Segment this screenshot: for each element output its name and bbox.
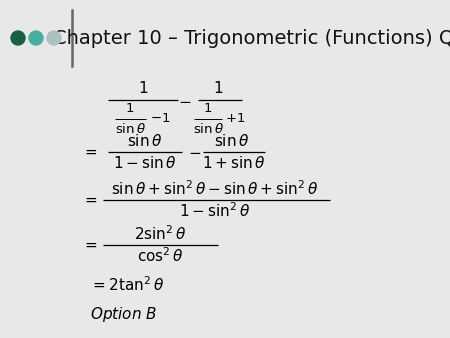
Text: $1-\sin^2\theta$: $1-\sin^2\theta$ (180, 202, 251, 220)
Text: $\sin\theta$: $\sin\theta$ (127, 133, 163, 149)
Circle shape (29, 31, 43, 45)
Text: $1-\sin\theta$: $1-\sin\theta$ (113, 155, 177, 171)
Text: $1$: $1$ (213, 80, 223, 96)
Text: $+1$: $+1$ (225, 113, 245, 125)
Text: $=$: $=$ (82, 193, 98, 207)
Text: $\sin\theta+\sin^2\theta-\sin\theta+\sin^2\theta$: $\sin\theta+\sin^2\theta-\sin\theta+\sin… (111, 180, 319, 198)
Text: $=2\tan^2\theta$: $=2\tan^2\theta$ (90, 276, 164, 294)
Text: $1$: $1$ (203, 102, 212, 116)
Text: $\cos^2\theta$: $\cos^2\theta$ (137, 247, 183, 265)
Text: $1+\sin\theta$: $1+\sin\theta$ (202, 155, 266, 171)
Circle shape (47, 31, 61, 45)
Text: $1$: $1$ (126, 102, 135, 116)
Text: $-$: $-$ (178, 94, 192, 108)
Text: $-$: $-$ (189, 145, 202, 159)
Circle shape (11, 31, 25, 45)
Text: $=$: $=$ (82, 238, 98, 252)
Text: $-1$: $-1$ (150, 113, 170, 125)
Text: $\sin\theta$: $\sin\theta$ (114, 122, 145, 136)
Text: $\sin\theta$: $\sin\theta$ (214, 133, 250, 149)
Text: $=$: $=$ (82, 145, 98, 159)
Text: Chapter 10 – Trigonometric (Functions) Q1: Chapter 10 – Trigonometric (Functions) Q… (53, 28, 450, 48)
Text: $\sin\theta$: $\sin\theta$ (193, 122, 224, 136)
Text: $1$: $1$ (138, 80, 148, 96)
Text: $2\sin^2\theta$: $2\sin^2\theta$ (134, 225, 186, 243)
Text: $\mathit{Option\ B}$: $\mathit{Option\ B}$ (90, 306, 158, 324)
